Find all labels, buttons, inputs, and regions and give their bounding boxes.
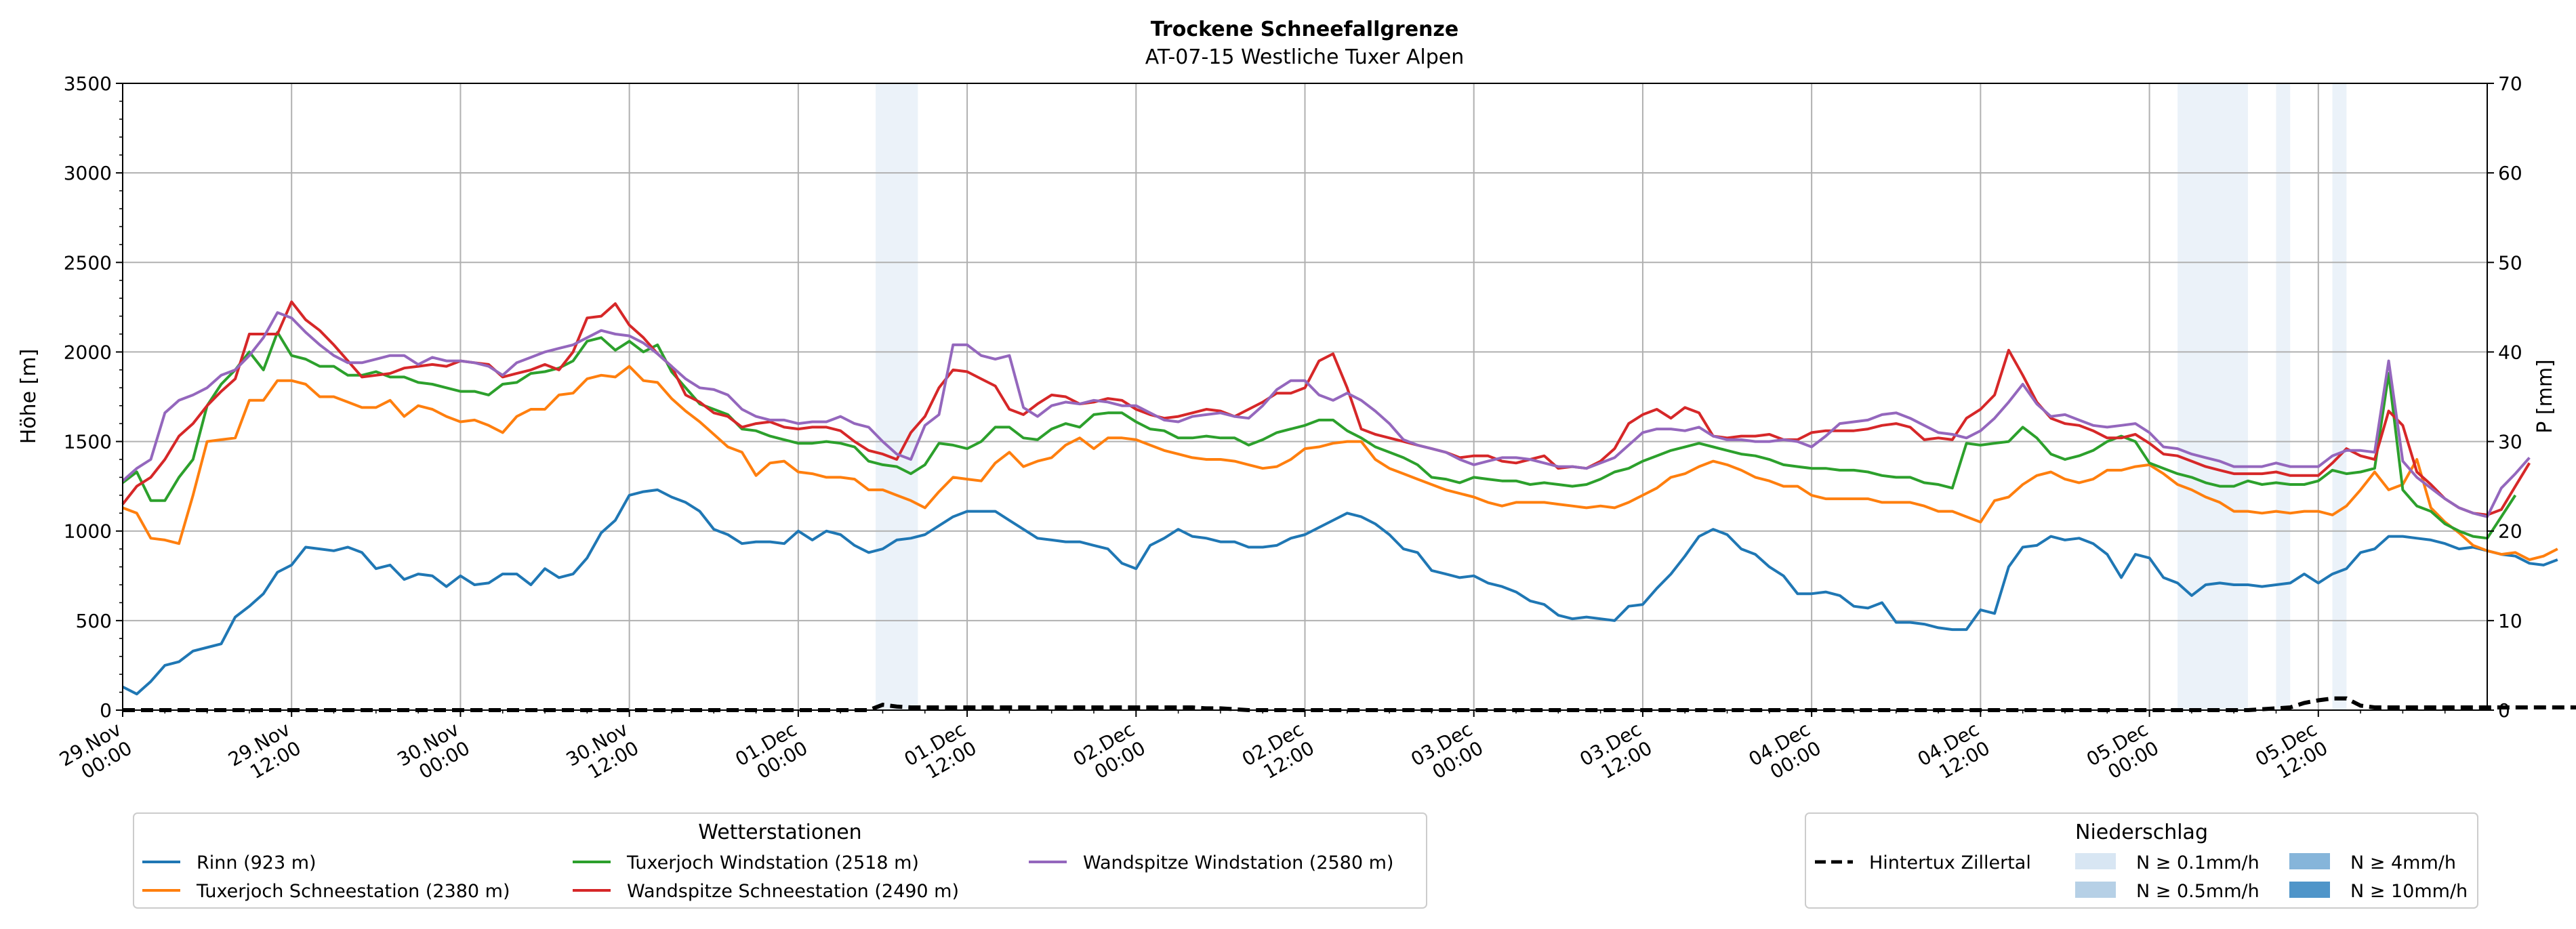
series-line-1 xyxy=(122,365,2558,561)
x-tick-label-2: 30.Nov00:00 xyxy=(394,718,474,789)
y-tick-label-0: 0 xyxy=(100,699,112,722)
x-tick-label-11: 04.Dec12:00 xyxy=(1914,718,1994,789)
precip-band-0 xyxy=(876,83,918,710)
legend-label-tuxerjoch-schnee: Tuxerjoch Schneestation (2380 m) xyxy=(196,881,510,902)
y2-tick-label-2: 20 xyxy=(2498,520,2522,543)
y-tick-label-3: 1500 xyxy=(64,431,112,453)
y2-tick-label-5: 50 xyxy=(2498,251,2522,274)
legend-label-n01: N ≥ 0.1mm/h xyxy=(2136,852,2260,873)
legend-swatch-n4 xyxy=(2289,853,2330,869)
x-tick-label-3: 30.Nov12:00 xyxy=(563,718,642,789)
legend-precip-title: Niederschlag xyxy=(2075,821,2208,844)
chart-title: Trockene Schneefallgrenze xyxy=(1151,18,1458,41)
x-tick-label-0: 29.Nov00:00 xyxy=(56,718,136,789)
x-tick-label-6: 02.Dec00:00 xyxy=(1069,718,1149,789)
legend-stations-box xyxy=(133,812,1427,909)
series-lines xyxy=(121,300,2558,696)
legend-swatch-n05 xyxy=(2075,882,2116,898)
legend-stations-title: Wetterstationen xyxy=(698,821,861,844)
y-tick-label-4: 2000 xyxy=(64,341,112,363)
precip-band-3 xyxy=(2332,83,2347,710)
legend-label-rinn: Rinn (923 m) xyxy=(197,852,316,873)
y2-tick-label-4: 40 xyxy=(2498,341,2522,363)
x-tick-label-5: 01.Dec12:00 xyxy=(901,718,981,789)
y2-tick-label-3: 30 xyxy=(2498,431,2522,453)
legend-swatch-n10 xyxy=(2289,882,2330,898)
y-tick-label-7: 3500 xyxy=(64,73,112,95)
y2-tick-label-0: 0 xyxy=(2498,699,2510,722)
y-tick-label-2: 1000 xyxy=(64,520,112,543)
y-tick-label-5: 2500 xyxy=(64,251,112,274)
legend-label-n05: N ≥ 0.5mm/h xyxy=(2136,881,2260,902)
x-tick-label-9: 03.Dec12:00 xyxy=(1576,718,1656,789)
legend-precipitation: Niederschlag Hintertux Zillertal N ≥ 0.1… xyxy=(1805,812,2478,909)
y2-tick-label-6: 60 xyxy=(2498,162,2522,184)
precip-band-2 xyxy=(2276,83,2291,710)
x-tick-label-8: 03.Dec00:00 xyxy=(1407,718,1487,789)
x-tick-label-12: 05.Dec00:00 xyxy=(2083,718,2163,789)
legend-label-tuxerjoch-wind: Tuxerjoch Windstation (2518 m) xyxy=(626,852,919,873)
legend-swatch-n01 xyxy=(2075,853,2116,869)
x-tick-label-13: 05.Dec12:00 xyxy=(2251,718,2331,789)
y-tick-label-6: 3000 xyxy=(64,162,112,184)
grid-lines xyxy=(122,83,2487,711)
chart-subtitle: AT-07-15 Westliche Tuxer Alpen xyxy=(1145,45,1465,69)
y-axis-label: Höhe [m] xyxy=(17,349,41,445)
precip-band-1 xyxy=(2178,83,2248,710)
legend-label-wandspitze-schnee: Wandspitze Schneestation (2490 m) xyxy=(627,881,959,902)
y-tick-label-1: 500 xyxy=(76,610,112,632)
x-tick-label-10: 04.Dec00:00 xyxy=(1745,718,1825,789)
series-line-4 xyxy=(121,311,2531,518)
x-tick-label-1: 29.Nov12:00 xyxy=(224,718,304,789)
y2-tick-label-1: 10 xyxy=(2498,610,2522,632)
series-line-3 xyxy=(121,300,2531,516)
legend-label-hintertux: Hintertux Zillertal xyxy=(1869,852,2031,873)
precipitation-bands xyxy=(876,83,2347,710)
axes-ticks: 0 500 1000 1500 2000 2500 3000 3500 0 10 20 30 40 50 6… xyxy=(56,73,2522,789)
x-tick-label-4: 01.Dec00:00 xyxy=(731,718,811,789)
x-tick-label-7: 02.Dec12:00 xyxy=(1238,718,1318,789)
series-line-0 xyxy=(122,488,2558,696)
legend-stations: Wetterstationen Rinn (923 m) Tuxerjoch S… xyxy=(133,812,1427,909)
legend-label-wandspitze-wind: Wandspitze Windstation (2580 m) xyxy=(1083,852,1393,873)
y2-tick-label-7: 70 xyxy=(2498,73,2522,95)
legend-label-n4: N ≥ 4mm/h xyxy=(2350,852,2456,873)
legend-label-n10: N ≥ 10mm/h xyxy=(2350,881,2468,902)
y2-axis-label: P [mm] xyxy=(2533,359,2557,433)
